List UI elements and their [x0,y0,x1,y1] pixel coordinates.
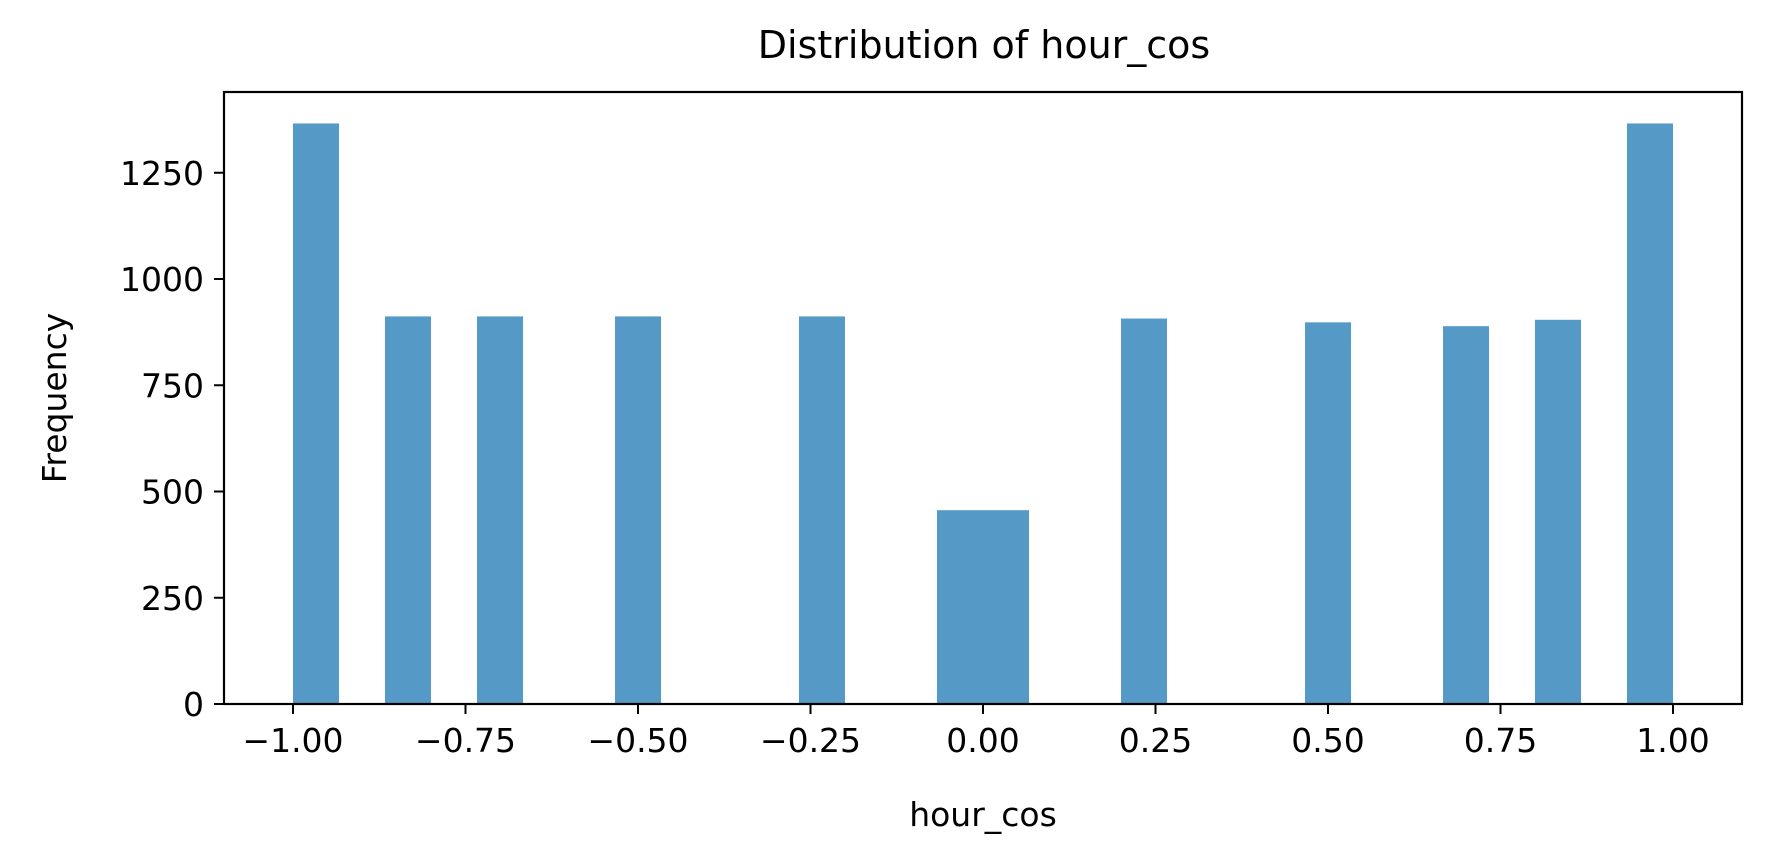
histogram-bar [384,316,431,704]
y-axis-label: Frequency [35,313,74,483]
y-tick-label: 250 [141,579,204,618]
x-tick-label: 0.00 [946,721,1019,760]
x-tick-label: 1.00 [1636,721,1709,760]
histogram-bar [1305,322,1352,704]
histogram-bar [477,316,524,704]
y-tick-label: 750 [141,366,204,405]
y-tick-label: 1250 [120,154,204,193]
x-tick-label: 0.75 [1464,721,1537,760]
y-tick-label: 0 [183,685,204,724]
histogram-bar [1121,318,1168,704]
bars-group [293,123,1673,704]
histogram-bar [293,123,340,704]
histogram-bar [983,510,1030,704]
y-tick-label: 1000 [120,260,204,299]
x-tick-label: 0.25 [1119,721,1192,760]
x-axis-ticks: −1.00 −0.75 −0.50 −0.25 0.00 0.25 0.50 0.75 1.00 [242,704,1710,760]
x-tick-label: −0.25 [760,721,861,760]
histogram-bar [798,316,845,704]
x-tick-label: −1.00 [242,721,343,760]
y-axis-ticks: 0 250 500 750 1000 1250 [120,154,224,724]
histogram-bar [1626,123,1673,704]
x-tick-label: −0.75 [415,721,516,760]
chart-title: Distribution of hour_cos [758,23,1210,67]
x-tick-label: −0.50 [587,721,688,760]
histogram-bar [615,316,662,704]
histogram-bar [1443,326,1490,704]
histogram-bar [1535,319,1582,704]
x-tick-label: 0.50 [1291,721,1364,760]
histogram-bar [936,510,983,704]
y-tick-label: 500 [141,473,204,512]
x-axis-label: hour_cos [909,795,1057,834]
